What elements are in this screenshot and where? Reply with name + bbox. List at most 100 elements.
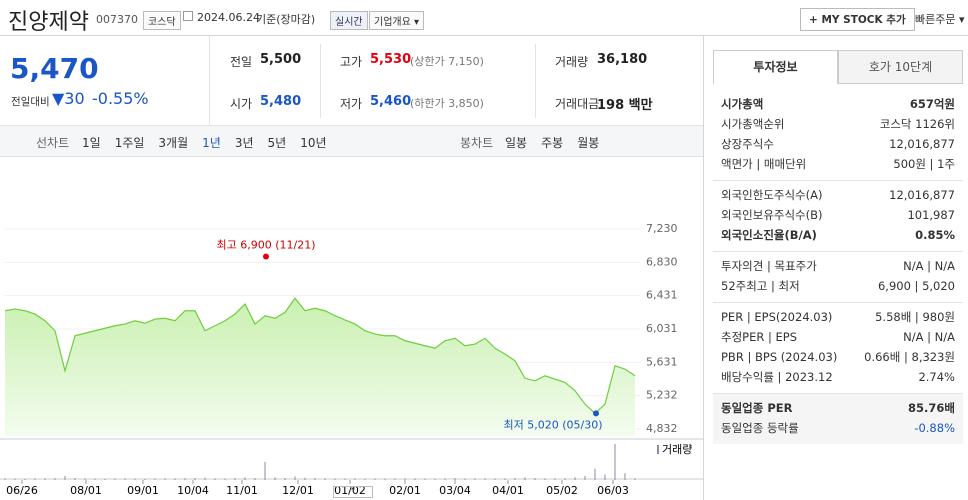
y-tick-label: 7,230 (646, 222, 678, 235)
line-tab[interactable]: 3년 (234, 136, 254, 150)
stock-name: 진양제약 (8, 10, 89, 35)
high-value: 6,900 (240, 239, 272, 252)
volume-bar (274, 477, 276, 480)
info-row: PER | EPS(2024.03) 5.58배 | 980원 (721, 307, 955, 327)
change-label: 전일대비 (11, 96, 50, 108)
volume-bar (134, 478, 136, 480)
info-row: 액면가 | 매매단위 500원 | 1주 (721, 154, 955, 174)
divider (320, 44, 321, 118)
candle-tab-label: 봉차트 (460, 136, 494, 150)
cell-label: 시가 (230, 97, 253, 111)
volume-bar (314, 478, 316, 480)
line-tab[interactable]: 1주일 (114, 136, 145, 150)
line-tab[interactable]: 1일 (82, 136, 101, 150)
volume-bar (444, 478, 446, 480)
stock-code: 007370 (96, 13, 138, 26)
info-tab[interactable]: 투자정보 (713, 50, 838, 84)
x-tick-label: 04/01 (492, 484, 524, 497)
info-label: 배당수익률 | 2023.12 (721, 370, 833, 384)
overview-text: 기업개요 (374, 17, 411, 28)
y-tick-label: 6,031 (646, 322, 678, 335)
volume-bar (494, 478, 496, 480)
cell-note: (상한가 7,150) (410, 55, 484, 68)
candle-tab[interactable]: 월봉 (577, 136, 600, 150)
info-row: 상장주식수 12,016,877 (721, 134, 955, 154)
realtime-badge[interactable]: 실시간 (330, 11, 368, 30)
line-tab[interactable]: 10년 (300, 136, 327, 150)
cell-value: 5,460 (370, 94, 412, 109)
cell-label: 거래대금 (555, 97, 600, 111)
line-tab[interactable]: 3개월 (158, 136, 189, 150)
cell-value: 5,480 (260, 94, 302, 109)
volume-bar (234, 478, 236, 480)
info-row: 52주최고 | 최저 6,900 | 5,020 (721, 276, 955, 296)
x-tick-label: 08/01 (70, 484, 102, 497)
info-section: 투자의견 | 목표주가 N/A | N/A 52주최고 | 최저 6,900 | 5,… (713, 252, 963, 303)
volume-bar (14, 478, 16, 480)
volume-bar (94, 478, 96, 480)
line-tab[interactable]: 5년 (267, 136, 287, 150)
volume-bar (244, 477, 246, 480)
info-tab[interactable]: 호가 10단계 (838, 50, 963, 84)
y-tick-label: 5,232 (646, 389, 678, 402)
y-tick-label: 6,830 (646, 255, 678, 268)
info-panel: 투자정보 호가 10단계 시가총액 657억원 시가총액순위 코스닥 1126위 상장주식… (713, 50, 963, 444)
volume-bar (74, 477, 76, 480)
candle-tab[interactable]: 일봉 (505, 136, 528, 150)
info-row: 시가총액순위 코스닥 1126위 (721, 114, 955, 134)
volume-bar (474, 478, 476, 480)
x-tick-label: 09/01 (127, 484, 159, 497)
line-tabs: 1일 1주일 3개월 1년 3년 5년 10년 (82, 134, 341, 151)
info-label: 시가총액 (721, 97, 764, 111)
overview-dropdown[interactable]: 기업개요 ▾ (369, 11, 425, 30)
low-value: 5,020 (527, 418, 559, 431)
calendar-icon (183, 11, 193, 21)
info-value: 2.74% (918, 370, 955, 384)
high-text: 최고 (216, 239, 236, 252)
info-value: -0.88% (914, 421, 955, 435)
info-value: 0.85% (915, 228, 955, 242)
volume-bar (374, 478, 376, 480)
volume-bar (634, 478, 636, 480)
low-date: (05/30) (562, 418, 602, 431)
info-section: 동일업종 PER 85.76배 동일업종 등락률 -0.88% (713, 394, 963, 444)
info-label: 외국인보유주식수(B) (721, 208, 823, 222)
volume-bar (194, 477, 196, 480)
quick-order[interactable]: 빠른주문 ▾ (915, 13, 965, 26)
info-row: PBR | BPS (2024.03) 0.66배 | 8,323원 (721, 347, 955, 367)
volume-bar (484, 478, 486, 480)
volume-bar (584, 475, 586, 480)
cell-label: 고가 (340, 55, 363, 69)
info-label: 시가총액순위 (721, 117, 785, 131)
volume-bar (254, 477, 256, 480)
info-label: 상장주식수 (721, 137, 774, 151)
header: 진양제약 007370 코스닥 2024.06.24 기준(장마감) 실시간 기… (0, 0, 968, 36)
volume-bar (434, 478, 436, 480)
candle-tab[interactable]: 주봉 (541, 136, 564, 150)
info-label: PER | EPS(2024.03) (721, 310, 833, 324)
info-value: N/A | N/A (903, 259, 955, 273)
volume-bar (454, 477, 456, 480)
info-value: 6,900 | 5,020 (877, 279, 955, 293)
collapse-button[interactable]: ⌃ (333, 486, 373, 498)
info-row: 외국인소진율(B/A) 0.85% (721, 225, 955, 245)
cell-label: 전일 (230, 55, 253, 69)
mystock-button[interactable]: + MY STOCK 추가 (800, 8, 915, 31)
volume-bar (414, 478, 416, 480)
info-value: 85.76배 (908, 401, 955, 415)
volume-bar (64, 475, 66, 480)
low-marker (593, 410, 599, 417)
price-box: 5,470 전일대비 ▼30 -0.55% (0, 36, 210, 125)
line-tab[interactable]: 1년 (202, 136, 221, 150)
basis: 기준(장마감) (256, 13, 316, 26)
cell-label: 저가 (340, 97, 363, 111)
high-marker (263, 253, 269, 260)
low-label: 최저 5,020 (05/30) (503, 418, 602, 431)
info-value: N/A | N/A (903, 330, 955, 344)
info-row: 외국인한도주식수(A) 12,016,877 (721, 185, 955, 205)
volume-bar (334, 478, 336, 480)
volume-label: 거래량 (662, 443, 692, 456)
volume-bar (204, 477, 206, 480)
volume-bar (364, 478, 366, 480)
y-tick-label: 5,631 (646, 355, 678, 368)
